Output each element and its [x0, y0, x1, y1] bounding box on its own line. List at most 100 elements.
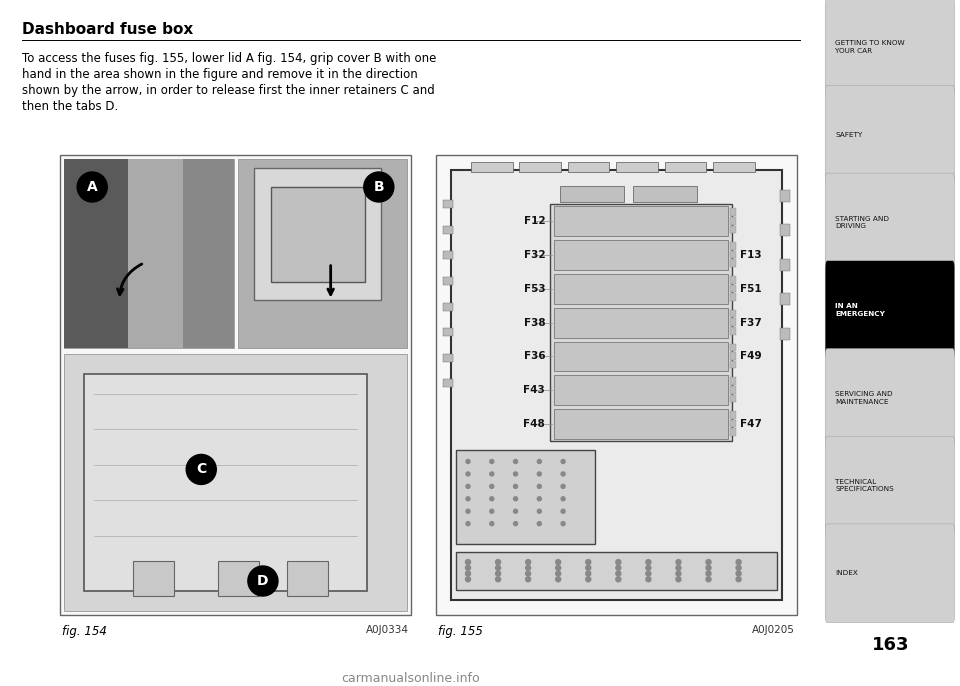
Bar — [730, 259, 736, 267]
Circle shape — [526, 565, 531, 570]
Bar — [616, 162, 658, 172]
Bar — [780, 259, 790, 271]
Circle shape — [186, 454, 216, 484]
Circle shape — [526, 577, 531, 582]
Text: F51: F51 — [740, 284, 761, 294]
Bar — [730, 285, 736, 292]
Circle shape — [466, 577, 470, 582]
Circle shape — [495, 577, 500, 582]
Circle shape — [490, 472, 493, 476]
Text: F37: F37 — [740, 318, 762, 328]
Circle shape — [495, 560, 500, 565]
Circle shape — [676, 560, 681, 565]
Bar — [554, 375, 728, 405]
Bar — [287, 561, 328, 596]
Bar — [730, 420, 736, 427]
Circle shape — [676, 565, 681, 570]
Bar — [443, 354, 453, 362]
Circle shape — [561, 472, 565, 476]
Text: F53: F53 — [523, 284, 545, 294]
Circle shape — [466, 571, 470, 576]
Circle shape — [561, 521, 565, 525]
Text: Dashboard fuse box: Dashboard fuse box — [22, 22, 193, 37]
Circle shape — [556, 560, 561, 565]
Circle shape — [586, 577, 590, 582]
Circle shape — [538, 460, 541, 464]
Circle shape — [736, 560, 741, 565]
Text: INDEX: INDEX — [835, 570, 858, 576]
Bar — [519, 162, 561, 172]
Circle shape — [514, 509, 517, 513]
Circle shape — [466, 497, 470, 501]
Text: SERVICING AND
MAINTENANCE: SERVICING AND MAINTENANCE — [835, 391, 893, 405]
Circle shape — [538, 521, 541, 525]
Bar — [554, 342, 728, 371]
Bar — [730, 310, 736, 318]
Bar — [730, 242, 736, 250]
Circle shape — [706, 577, 711, 582]
FancyBboxPatch shape — [826, 436, 954, 535]
Bar — [730, 428, 736, 436]
Bar — [554, 274, 728, 304]
Bar — [550, 204, 732, 441]
Bar — [237, 159, 407, 348]
Circle shape — [556, 577, 561, 582]
Bar — [218, 561, 259, 596]
Circle shape — [736, 577, 741, 582]
Text: IN AN
EMERGENCY: IN AN EMERGENCY — [835, 303, 885, 317]
Text: F13: F13 — [740, 250, 761, 260]
FancyBboxPatch shape — [826, 173, 954, 272]
Circle shape — [615, 571, 621, 576]
Bar — [451, 170, 781, 600]
Circle shape — [490, 521, 493, 525]
Circle shape — [514, 521, 517, 525]
Bar — [456, 449, 595, 544]
Circle shape — [561, 460, 565, 464]
Text: fig. 155: fig. 155 — [438, 625, 483, 638]
Bar — [780, 293, 790, 305]
Bar — [471, 162, 513, 172]
Circle shape — [646, 560, 651, 565]
Bar — [443, 303, 453, 311]
Bar — [64, 159, 233, 348]
Circle shape — [586, 565, 590, 570]
Bar — [272, 187, 365, 281]
Circle shape — [490, 460, 493, 464]
Bar — [730, 377, 736, 385]
Bar — [129, 159, 182, 348]
Text: A0J0205: A0J0205 — [752, 625, 795, 635]
Bar — [254, 169, 381, 300]
Bar — [568, 162, 610, 172]
Bar — [780, 328, 790, 340]
Circle shape — [586, 560, 590, 565]
Bar — [780, 224, 790, 237]
Text: F36: F36 — [523, 351, 545, 362]
Circle shape — [466, 509, 470, 513]
Bar — [730, 209, 736, 216]
Circle shape — [490, 509, 493, 513]
Bar — [664, 162, 707, 172]
Circle shape — [466, 565, 470, 570]
Text: TECHNICAL
SPECIFICATIONS: TECHNICAL SPECIFICATIONS — [835, 479, 894, 493]
Bar — [730, 251, 736, 259]
Circle shape — [706, 560, 711, 565]
Circle shape — [615, 577, 621, 582]
Text: STARTING AND
DRIVING: STARTING AND DRIVING — [835, 215, 889, 229]
Circle shape — [466, 460, 470, 464]
Circle shape — [556, 565, 561, 570]
Text: F48: F48 — [523, 419, 545, 429]
Circle shape — [514, 497, 517, 501]
Circle shape — [676, 577, 681, 582]
Bar — [730, 276, 736, 283]
Bar — [443, 200, 453, 208]
Circle shape — [77, 172, 108, 202]
Circle shape — [526, 571, 531, 576]
Bar — [730, 226, 736, 233]
Circle shape — [248, 566, 278, 596]
Circle shape — [676, 571, 681, 576]
Bar — [730, 293, 736, 300]
Text: then the tabs D.: then the tabs D. — [22, 100, 118, 113]
Bar — [730, 361, 736, 368]
Bar — [730, 386, 736, 394]
Bar — [561, 187, 624, 202]
